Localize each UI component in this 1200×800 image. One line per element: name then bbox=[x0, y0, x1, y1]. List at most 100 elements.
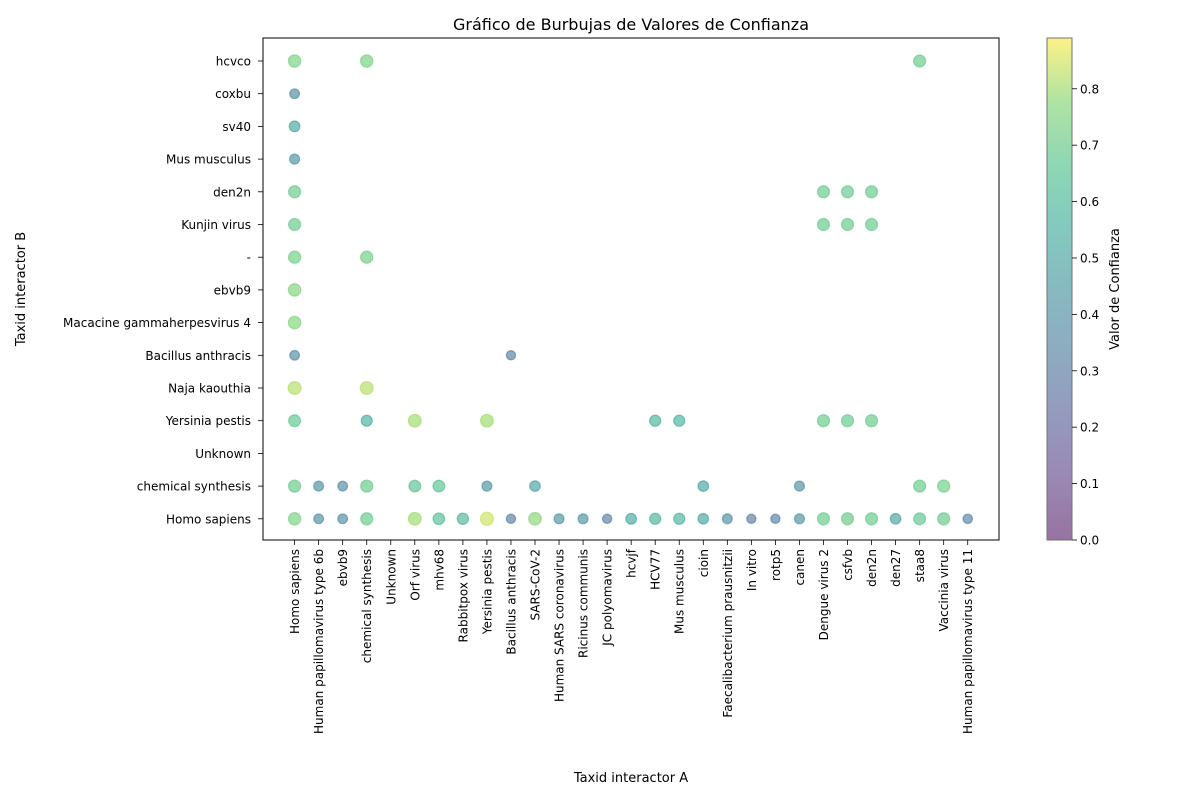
x-tick-label: Faecalibacterium prausnitzii bbox=[721, 549, 735, 718]
data-point bbox=[866, 218, 878, 230]
x-tick-label: SARS-CoV-2 bbox=[529, 549, 543, 621]
x-tick-label: den2n bbox=[865, 549, 879, 587]
y-tick-label: chemical synthesis bbox=[137, 480, 251, 494]
plot-area bbox=[263, 38, 999, 540]
colorbar-tick-label: 0.4 bbox=[1080, 308, 1099, 322]
data-point bbox=[817, 415, 829, 427]
y-tick-label: Mus musculus bbox=[166, 153, 251, 167]
data-point bbox=[289, 251, 301, 263]
x-tick-label: Ricinus communis bbox=[577, 549, 591, 658]
data-point bbox=[817, 218, 829, 230]
data-point bbox=[338, 481, 348, 491]
x-tick-label: ebvb9 bbox=[336, 549, 350, 586]
y-tick-label: Kunjin virus bbox=[181, 218, 251, 232]
data-point bbox=[290, 350, 300, 360]
colorbar-label: Valor de Confianza bbox=[1108, 228, 1123, 350]
x-tick-label: JC polyomavirus bbox=[601, 549, 615, 647]
data-point bbox=[866, 186, 878, 198]
x-tick-label: Orf virus bbox=[408, 549, 422, 601]
data-point bbox=[674, 513, 685, 524]
data-point bbox=[771, 514, 780, 523]
x-tick-label: mhv68 bbox=[432, 549, 446, 591]
x-tick-label: canen bbox=[793, 549, 807, 586]
x-tick-label: Mus musculus bbox=[673, 549, 687, 634]
x-tick-label: rotp5 bbox=[769, 549, 783, 581]
y-tick-label: Homo sapiens bbox=[166, 512, 251, 526]
y-tick-label: Naja kaouthia bbox=[168, 382, 251, 396]
data-point bbox=[457, 513, 468, 524]
chart-title: Gráfico de Burbujas de Valores de Confia… bbox=[453, 15, 809, 34]
data-point bbox=[288, 316, 300, 328]
data-point bbox=[288, 284, 300, 296]
data-point bbox=[674, 415, 685, 426]
colorbar bbox=[1047, 38, 1072, 540]
data-point bbox=[866, 415, 878, 427]
data-point bbox=[506, 514, 515, 523]
y-axis-ticks: Homo sapiens chemical synthesis Unknown Yer… bbox=[63, 55, 263, 527]
data-point bbox=[288, 55, 300, 67]
data-point bbox=[408, 414, 421, 427]
data-point bbox=[650, 513, 661, 524]
y-tick-label: ebvb9 bbox=[214, 283, 251, 297]
data-point bbox=[530, 481, 541, 492]
y-tick-label: Bacillus anthracis bbox=[145, 349, 251, 363]
data-point bbox=[480, 512, 493, 525]
colorbar-tick-label: 0.7 bbox=[1080, 139, 1099, 153]
colorbar-tick-label: 0.5 bbox=[1080, 251, 1099, 265]
data-point bbox=[506, 351, 515, 360]
y-tick-label: - bbox=[247, 251, 251, 265]
x-axis-ticks: Homo sapiens Human papillomavirus type 6b… bbox=[288, 540, 975, 734]
data-point bbox=[314, 481, 324, 491]
data-point bbox=[698, 514, 709, 525]
data-point bbox=[747, 514, 756, 523]
x-tick-label: In vitro bbox=[745, 549, 759, 591]
data-point bbox=[290, 154, 300, 164]
data-point bbox=[842, 415, 854, 427]
data-point bbox=[409, 480, 421, 492]
x-axis-label: Taxid interactor A bbox=[573, 771, 688, 786]
data-point bbox=[290, 89, 300, 99]
data-point bbox=[338, 514, 348, 524]
data-point bbox=[408, 512, 421, 525]
data-point bbox=[890, 514, 901, 525]
x-tick-label: Human SARS coronavirus bbox=[553, 549, 567, 702]
x-tick-label: Homo sapiens bbox=[288, 549, 302, 634]
x-tick-label: Vaccinia virus bbox=[937, 549, 951, 632]
x-tick-label: hcvjf bbox=[625, 548, 639, 578]
x-tick-label: cioin bbox=[697, 549, 711, 577]
data-point bbox=[433, 513, 445, 525]
x-tick-label: csfvb bbox=[841, 549, 855, 581]
x-tick-label: Rabbitpox virus bbox=[456, 549, 470, 642]
data-point bbox=[817, 513, 829, 525]
data-point bbox=[361, 513, 373, 525]
y-tick-label: Unknown bbox=[195, 447, 251, 461]
data-point bbox=[842, 513, 854, 525]
data-point bbox=[289, 480, 301, 492]
data-point bbox=[361, 251, 373, 263]
data-point bbox=[288, 382, 301, 395]
data-point bbox=[626, 513, 637, 524]
colorbar-tick-label: 0.1 bbox=[1080, 477, 1099, 491]
colorbar-tick-label: 0.8 bbox=[1080, 82, 1099, 96]
data-point bbox=[289, 186, 301, 198]
data-point bbox=[288, 513, 300, 525]
x-tick-label: chemical synthesis bbox=[360, 549, 374, 663]
data-point bbox=[361, 415, 372, 426]
data-point bbox=[842, 186, 854, 198]
data-point bbox=[817, 186, 829, 198]
colorbar-tick-label: 0.6 bbox=[1080, 195, 1099, 209]
x-tick-label: Bacillus anthracis bbox=[504, 549, 518, 655]
x-tick-label: den27 bbox=[889, 549, 903, 587]
data-point bbox=[360, 382, 373, 395]
y-tick-label: Macacine gammaherpesvirus 4 bbox=[63, 316, 251, 330]
data-point bbox=[529, 512, 542, 525]
data-point bbox=[963, 514, 972, 523]
data-point bbox=[314, 514, 324, 524]
data-point bbox=[914, 513, 926, 525]
x-tick-label: staa8 bbox=[913, 549, 927, 582]
data-point bbox=[794, 514, 804, 524]
data-point bbox=[794, 481, 804, 491]
x-tick-label: Yersinia pestis bbox=[480, 549, 494, 635]
x-tick-label: Unknown bbox=[384, 549, 398, 605]
